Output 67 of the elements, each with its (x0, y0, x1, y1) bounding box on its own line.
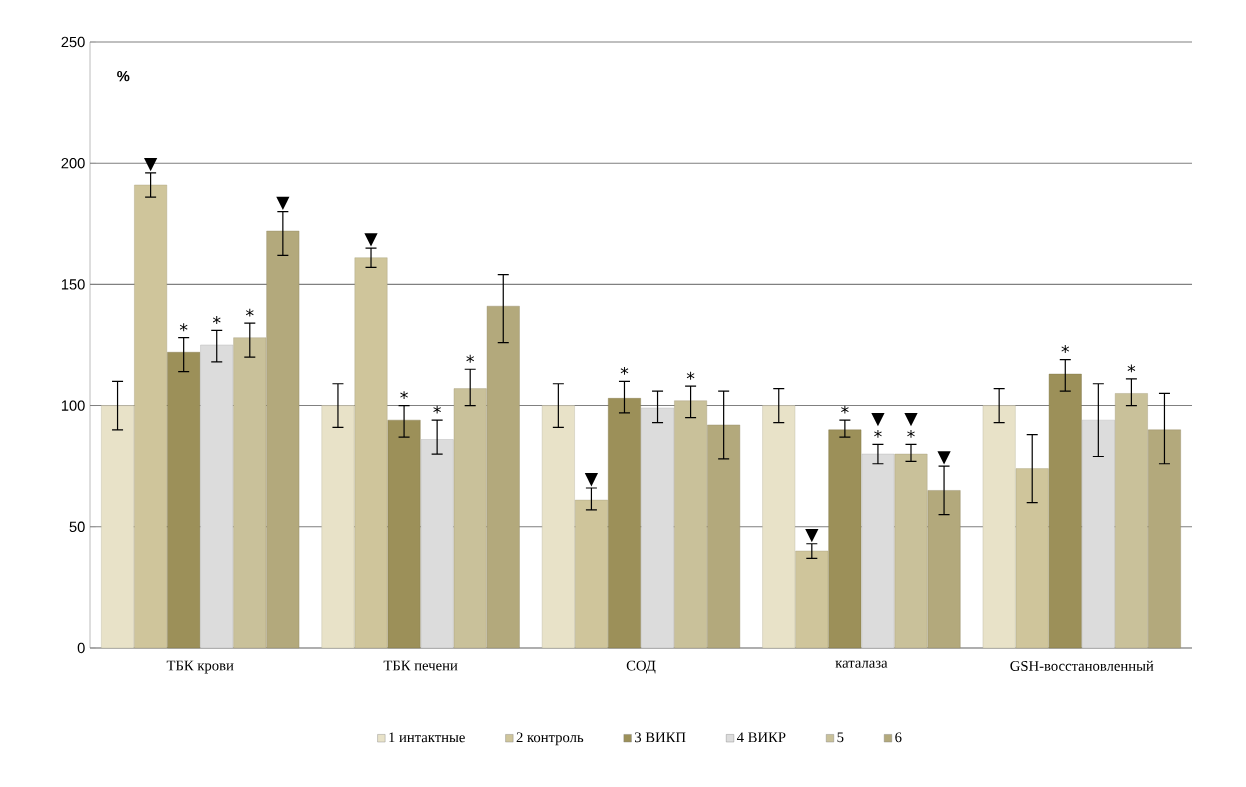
bar (387, 419, 421, 649)
data-label: ▼ (805, 528, 819, 543)
bar (674, 400, 707, 649)
data-label: * (212, 315, 221, 324)
data-label: ▼ * (871, 412, 885, 438)
y-tick-label: 200 (61, 158, 85, 169)
y-tick-label: 0 (77, 642, 85, 654)
legend-label: 6 (895, 732, 902, 743)
data-label: * (1061, 345, 1070, 353)
y-tick-label: 250 (61, 36, 85, 48)
y-tick-label: 50 (69, 521, 85, 532)
bar (354, 257, 388, 649)
bar (101, 405, 134, 649)
data-label: * (686, 371, 695, 380)
data-label: * (841, 405, 849, 414)
data-label: * (466, 354, 475, 363)
bar (541, 405, 575, 649)
bar (200, 344, 234, 649)
data-label: * (245, 308, 254, 317)
bar (233, 337, 267, 649)
bar (982, 405, 1016, 649)
bar (167, 352, 201, 649)
data-label: ▼ (143, 158, 158, 172)
bar (795, 550, 829, 649)
bar (828, 429, 862, 649)
legend-label: 5 (837, 732, 844, 743)
data-label: ▼ (364, 233, 378, 247)
data-label: ▼ * (904, 412, 918, 438)
bar (707, 424, 741, 649)
bar (1015, 468, 1049, 649)
bar (453, 388, 487, 649)
bar (1148, 429, 1181, 649)
data-label: ▼ (937, 451, 951, 465)
bar (641, 407, 674, 649)
x-tick-label: СОД (626, 660, 656, 674)
y-tick-label: 100 (61, 400, 85, 411)
data-label: * (433, 405, 441, 414)
y-tick-label: 150 (61, 279, 85, 290)
bar (1048, 373, 1082, 649)
bar (1115, 393, 1148, 649)
legend-label: 4 ВИКР (736, 732, 786, 743)
legend-label: 3 ВИКП (635, 732, 686, 743)
bar (861, 453, 895, 649)
bar (134, 184, 168, 649)
data-label: * (400, 391, 408, 400)
legend-label: 1 интактные (389, 732, 465, 743)
bar (762, 405, 796, 649)
legend-label: 2 контроль (516, 732, 584, 746)
bar (266, 230, 300, 649)
data-label: * (620, 366, 629, 375)
x-tick-label: GSH-восстановленный (1010, 660, 1154, 671)
bar (927, 490, 961, 649)
data-label: ▼ (276, 196, 290, 211)
x-tick-label: ТБК печени (383, 660, 458, 671)
bar (575, 499, 608, 649)
data-label: * (1127, 364, 1136, 373)
x-tick-label: ТБК крови (166, 660, 234, 674)
bar (608, 398, 641, 649)
x-tick-label: каталаза (835, 660, 888, 668)
y-axis-title: % (117, 70, 130, 82)
bar (894, 453, 928, 649)
bar (420, 439, 454, 649)
data-label: * (179, 323, 188, 332)
bar (1081, 419, 1115, 649)
bar (321, 405, 355, 649)
bar (486, 306, 520, 649)
data-label: ▼ (584, 473, 599, 487)
